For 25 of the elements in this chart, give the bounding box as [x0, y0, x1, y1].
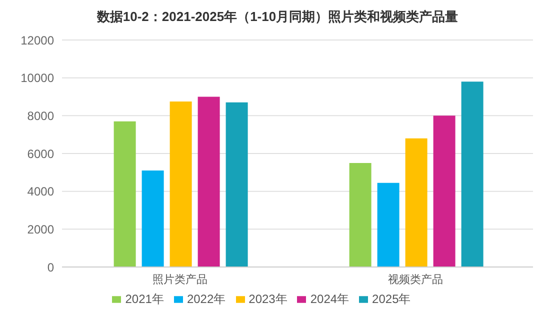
bar — [461, 82, 484, 267]
bar — [349, 162, 372, 267]
bar — [377, 182, 400, 267]
y-tick-label: 8000 — [27, 108, 54, 123]
x-tick-label: 视频类产品 — [388, 272, 443, 286]
legend-label: 2025年 — [372, 292, 411, 306]
bar — [170, 101, 192, 267]
y-tick-label: 12000 — [20, 33, 54, 48]
legend-label: 2022年 — [186, 292, 226, 306]
legend-label: 2023年 — [248, 292, 288, 306]
bar — [226, 102, 248, 267]
bar — [114, 121, 136, 267]
y-tick-label: 2000 — [27, 222, 54, 236]
bar — [198, 96, 220, 267]
y-tick-label: 10000 — [20, 71, 54, 86]
bar — [433, 116, 456, 267]
legend-label: 2021年 — [125, 292, 164, 306]
bar — [142, 170, 164, 267]
y-tick-label: 6000 — [27, 146, 54, 161]
y-tick-label: 4000 — [27, 184, 54, 199]
legend-label: 2024年 — [310, 292, 350, 306]
y-tick-label: 0 — [47, 260, 54, 274]
x-tick-label: 照片类产品 — [152, 272, 208, 286]
chart-title: 数据10-2：2021-2025年（1-10月同期）照片类和视频类产品量 — [96, 8, 460, 26]
bar — [405, 138, 428, 267]
